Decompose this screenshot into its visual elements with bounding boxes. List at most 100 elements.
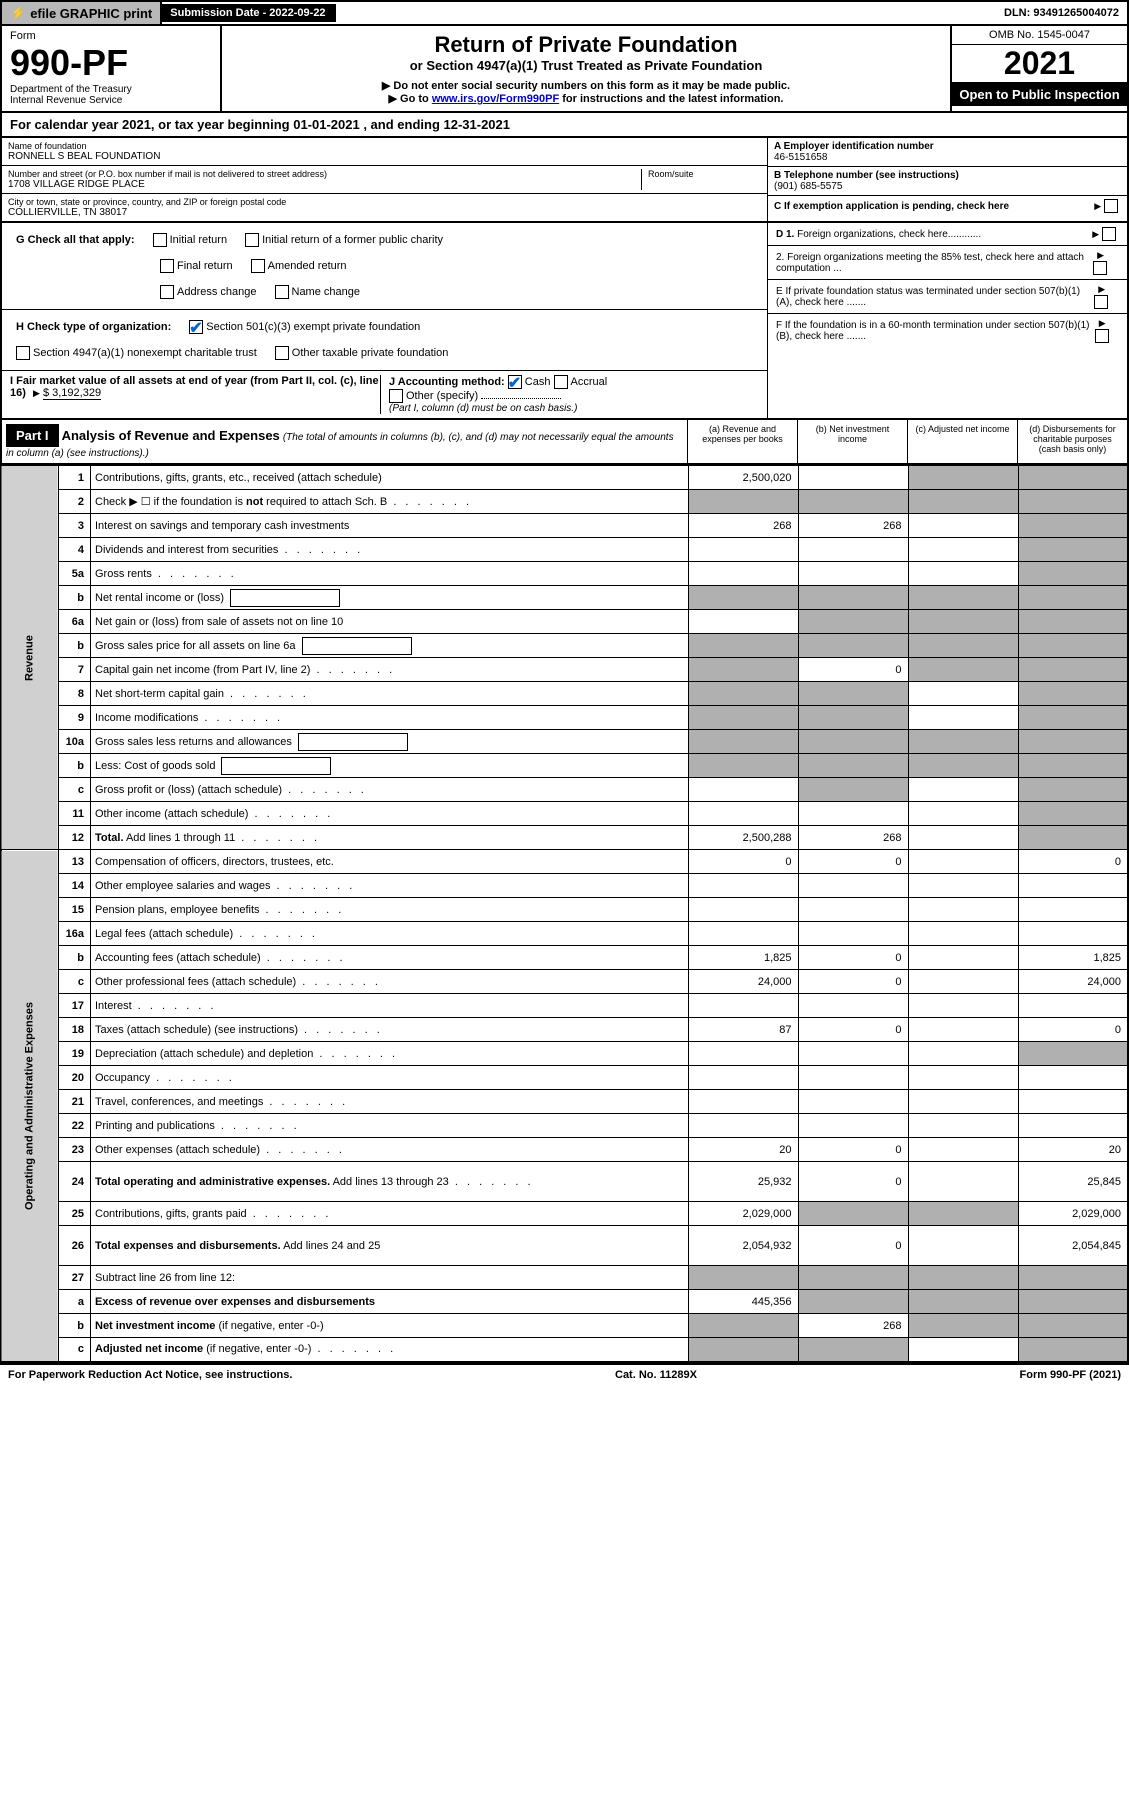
row-description: Total. Add lines 1 through 11 . . . . . … bbox=[91, 826, 689, 850]
col-b-value: 0 bbox=[798, 970, 908, 994]
amended-return-checkbox[interactable] bbox=[251, 259, 265, 273]
efile-label: efile GRAPHIC print bbox=[30, 6, 152, 21]
table-row: 9 Income modifications . . . . . . . bbox=[1, 706, 1128, 730]
col-d-value: 0 bbox=[1018, 1018, 1128, 1042]
inline-input[interactable] bbox=[221, 757, 331, 775]
final-return-checkbox[interactable] bbox=[160, 259, 174, 273]
foundation-info: Name of foundation RONNELL S BEAL FOUNDA… bbox=[0, 138, 1129, 223]
col-c-value bbox=[908, 946, 1018, 970]
row-number: 18 bbox=[59, 1018, 91, 1042]
initial-return-checkbox[interactable] bbox=[153, 233, 167, 247]
col-c-header: (c) Adjusted net income bbox=[907, 420, 1017, 463]
row-number: 24 bbox=[59, 1162, 91, 1202]
row-description: Total operating and administrative expen… bbox=[91, 1162, 689, 1202]
row-description: Legal fees (attach schedule) . . . . . .… bbox=[91, 922, 689, 946]
col-d-value bbox=[1018, 562, 1128, 586]
col-a-value bbox=[688, 994, 798, 1018]
col-c-value bbox=[908, 826, 1018, 850]
col-c-value bbox=[908, 706, 1018, 730]
table-row: 27 Subtract line 26 from line 12: bbox=[1, 1266, 1128, 1290]
col-d-value bbox=[1018, 754, 1128, 778]
inline-input[interactable] bbox=[298, 733, 408, 751]
col-a-value: 0 bbox=[688, 850, 798, 874]
col-a-value: 1,825 bbox=[688, 946, 798, 970]
row-description: Adjusted net income (if negative, enter … bbox=[91, 1338, 689, 1362]
c-checkbox[interactable] bbox=[1104, 199, 1118, 213]
address-change-checkbox[interactable] bbox=[160, 285, 174, 299]
col-d-value bbox=[1018, 1042, 1128, 1066]
col-a-value bbox=[688, 610, 798, 634]
col-a-value bbox=[688, 562, 798, 586]
col-b-value bbox=[798, 490, 908, 514]
c-label: C If exemption application is pending, c… bbox=[774, 201, 1009, 212]
col-b-value bbox=[798, 754, 908, 778]
part1-badge: Part I bbox=[6, 424, 59, 447]
row-number: 17 bbox=[59, 994, 91, 1018]
col-a-value bbox=[688, 898, 798, 922]
f-checkbox[interactable] bbox=[1095, 329, 1109, 343]
table-row: 17 Interest . . . . . . . bbox=[1, 994, 1128, 1018]
col-b-value bbox=[798, 610, 908, 634]
col-b-header: (b) Net investment income bbox=[797, 420, 907, 463]
col-a-value bbox=[688, 634, 798, 658]
j2-label: Accrual bbox=[571, 376, 608, 388]
row-number: 23 bbox=[59, 1138, 91, 1162]
col-a-value: 87 bbox=[688, 1018, 798, 1042]
row-number: b bbox=[59, 1314, 91, 1338]
row-description: Gross sales less returns and allowances bbox=[91, 730, 689, 754]
row-number: a bbox=[59, 1290, 91, 1314]
row-number: 11 bbox=[59, 802, 91, 826]
instruction-2: ▶ Go to www.irs.gov/Form990PF for instru… bbox=[228, 92, 944, 105]
col-a-value bbox=[688, 682, 798, 706]
name-change-checkbox[interactable] bbox=[275, 285, 289, 299]
row-description: Depreciation (attach schedule) and deple… bbox=[91, 1042, 689, 1066]
row-description: Other professional fees (attach schedule… bbox=[91, 970, 689, 994]
inline-input[interactable] bbox=[230, 589, 340, 607]
col-b-value bbox=[798, 1066, 908, 1090]
col-d-value bbox=[1018, 874, 1128, 898]
col-b-value: 0 bbox=[798, 1226, 908, 1266]
col-d-value bbox=[1018, 586, 1128, 610]
row-number: 25 bbox=[59, 1202, 91, 1226]
col-d-value bbox=[1018, 466, 1128, 490]
arrow-icon bbox=[1095, 318, 1106, 329]
e-checkbox[interactable] bbox=[1094, 295, 1108, 309]
table-row: 11 Other income (attach schedule) . . . … bbox=[1, 802, 1128, 826]
col-a-value bbox=[688, 1338, 798, 1362]
name-label: Name of foundation bbox=[8, 141, 761, 151]
col-b-value bbox=[798, 634, 908, 658]
col-d-value bbox=[1018, 658, 1128, 682]
4947-checkbox[interactable] bbox=[16, 346, 30, 360]
col-d-value: 20 bbox=[1018, 1138, 1128, 1162]
col-c-value bbox=[908, 922, 1018, 946]
g3-label: Final return bbox=[177, 260, 233, 272]
form-990pf-link[interactable]: www.irs.gov/Form990PF bbox=[432, 93, 559, 105]
form-subtitle: or Section 4947(a)(1) Trust Treated as P… bbox=[228, 58, 944, 73]
cash-checkbox[interactable] bbox=[508, 375, 522, 389]
d2-checkbox[interactable] bbox=[1093, 261, 1107, 275]
col-b-value: 0 bbox=[798, 1138, 908, 1162]
col-b-value bbox=[798, 1266, 908, 1290]
table-row: 26 Total expenses and disbursements. Add… bbox=[1, 1226, 1128, 1266]
col-b-value: 0 bbox=[798, 1018, 908, 1042]
col-a-value bbox=[688, 1266, 798, 1290]
col-a-value bbox=[688, 658, 798, 682]
inline-input[interactable] bbox=[302, 637, 412, 655]
col-c-value bbox=[908, 562, 1018, 586]
col-a-value bbox=[688, 874, 798, 898]
501c3-checkbox[interactable] bbox=[189, 320, 203, 334]
accrual-checkbox[interactable] bbox=[554, 375, 568, 389]
table-row: 18 Taxes (attach schedule) (see instruct… bbox=[1, 1018, 1128, 1042]
row-number: b bbox=[59, 754, 91, 778]
efile-print-button[interactable]: ⚡ efile GRAPHIC print bbox=[2, 2, 162, 24]
col-c-value bbox=[908, 874, 1018, 898]
table-row: 6a Net gain or (loss) from sale of asset… bbox=[1, 610, 1128, 634]
row-number: 10a bbox=[59, 730, 91, 754]
col-c-value bbox=[908, 1114, 1018, 1138]
other-method-checkbox[interactable] bbox=[389, 389, 403, 403]
initial-return-former-checkbox[interactable] bbox=[245, 233, 259, 247]
row-number: 2 bbox=[59, 490, 91, 514]
col-d-value bbox=[1018, 538, 1128, 562]
d1-checkbox[interactable] bbox=[1102, 227, 1116, 241]
other-taxable-checkbox[interactable] bbox=[275, 346, 289, 360]
